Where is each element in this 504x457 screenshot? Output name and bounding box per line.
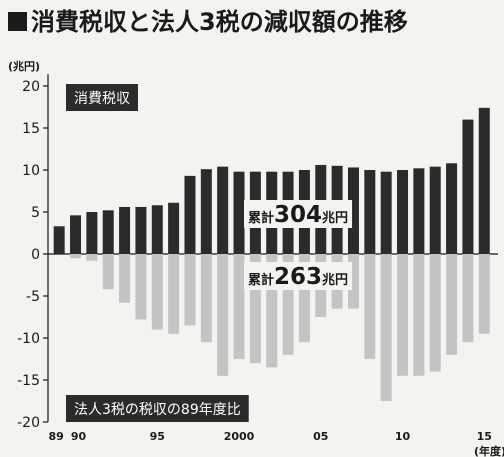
bar-consumption-tax [119, 206, 131, 254]
bar-corporate-tax-decrease [413, 254, 425, 376]
bar-consumption-tax [478, 107, 490, 254]
bar-corporate-tax-decrease [217, 254, 229, 376]
bar-corporate-tax-decrease [446, 254, 458, 355]
x-tick-label: 2000 [224, 430, 255, 443]
y-tick-label: -10 [17, 331, 40, 347]
bar-consumption-tax [233, 171, 245, 254]
bar-corporate-tax-decrease [70, 254, 82, 259]
bar-consumption-tax [184, 175, 196, 254]
y-tick-label: -20 [17, 415, 40, 431]
y-tick-label: -5 [26, 289, 40, 305]
positive-total-annotation-prefix: 累計 [248, 210, 274, 226]
x-axis: 89 90 95 2000 05 10 15(年度) [49, 430, 504, 457]
positive-total-annotation-text: 累計304兆円 [248, 202, 348, 228]
bar-corporate-tax-decrease [282, 254, 294, 355]
bar-consumption-tax [429, 166, 441, 254]
y-tick-label: 20 [22, 79, 40, 95]
bar-consumption-tax [70, 215, 82, 254]
y-tick-label: 5 [31, 205, 40, 221]
series-label-corporate-tax [66, 395, 249, 422]
bar-consumption-tax [53, 226, 65, 254]
series-label-corporate-tax-text: 法人3税の税収の89年度比 [74, 402, 241, 418]
y-tick-label: 15 [22, 121, 40, 137]
bars [53, 107, 490, 401]
bar-corporate-tax-decrease [462, 254, 474, 343]
bar-corporate-tax-decrease [364, 254, 376, 359]
bar-corporate-tax-decrease [249, 254, 261, 364]
positive-total-annotation-unit: 兆円 [322, 210, 348, 226]
bar-corporate-tax-decrease [135, 254, 147, 320]
title-square-icon [8, 12, 27, 31]
x-tick-label: 89 [49, 430, 64, 443]
positive-total-annotation-background [244, 200, 353, 228]
bar-consumption-tax [200, 169, 212, 254]
x-tick-label: 95 [150, 430, 165, 443]
bar-corporate-tax-decrease [397, 254, 409, 376]
bar-consumption-tax [397, 170, 409, 254]
positive-total-annotation-value: 304 [274, 202, 322, 228]
chart-title-text: 消費税収と法人3税の減収額の推移 [31, 8, 408, 36]
bar-corporate-tax-decrease [266, 254, 278, 368]
negative-total-annotation-value: 263 [274, 264, 322, 290]
y-tick-label: 10 [22, 163, 40, 179]
bar-consumption-tax [217, 166, 229, 254]
bar-consumption-tax [86, 212, 98, 254]
bar-consumption-tax [380, 171, 392, 254]
x-tick-label: 05 [313, 430, 328, 443]
bar-consumption-tax [446, 163, 458, 254]
bar-corporate-tax-decrease [119, 254, 131, 303]
bar-corporate-tax-decrease [184, 254, 196, 326]
chart-title: 消費税収と法人3税の減収額の推移 [8, 2, 408, 37]
negative-total-annotation-prefix: 累計 [248, 272, 274, 288]
bar-corporate-tax-decrease [347, 254, 359, 309]
bar-consumption-tax [347, 167, 359, 254]
bar-consumption-tax [102, 210, 114, 254]
bar-corporate-tax-decrease [151, 254, 163, 330]
x-tick-label: 90 [71, 430, 87, 443]
x-tick-label: 10 [395, 430, 411, 443]
bar-corporate-tax-decrease [200, 254, 212, 343]
negative-total-annotation-text: 累計263兆円 [248, 264, 348, 290]
y-tick-label: -15 [17, 373, 40, 389]
bar-corporate-tax-decrease [233, 254, 245, 359]
x-unit-label: (年度) [474, 444, 504, 457]
bar-corporate-tax-decrease [380, 254, 392, 401]
bar-consumption-tax [364, 170, 376, 254]
bar-consumption-tax [462, 119, 474, 254]
bar-corporate-tax-decrease [478, 254, 490, 334]
bar-corporate-tax-decrease [298, 254, 310, 343]
bar-corporate-tax-decrease [102, 254, 114, 290]
bar-corporate-tax-decrease [168, 254, 180, 334]
series-label-consumption-tax [66, 84, 138, 111]
bar-consumption-tax [413, 168, 425, 254]
bar-corporate-tax-decrease [429, 254, 441, 372]
negative-total-annotation: 累計263兆円 [244, 262, 353, 290]
bar-corporate-tax-decrease [86, 254, 98, 261]
bar-consumption-tax [151, 205, 163, 254]
y-tick-label: 0 [31, 247, 40, 263]
y-unit-label: (兆円) [8, 59, 40, 73]
negative-total-annotation-unit: 兆円 [322, 272, 348, 288]
positive-total-annotation: 累計304兆円 [244, 200, 353, 228]
negative-total-annotation-background [244, 262, 353, 290]
series-label-consumption-tax-text: 消費税収 [74, 91, 130, 107]
bar-consumption-tax [135, 206, 147, 254]
bar-consumption-tax [168, 202, 180, 254]
x-tick-label: 15 [477, 430, 492, 443]
